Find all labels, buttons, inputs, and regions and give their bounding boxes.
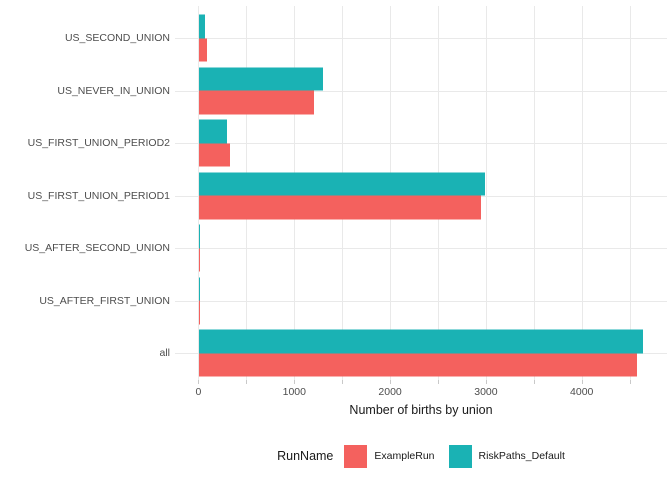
grid-line-vertical: [485, 6, 487, 380]
bar-group-US_AFTER_FIRST_UNION: [175, 274, 667, 327]
grid-line-horizontal: [175, 143, 667, 144]
x-tick-label-4000: 4000: [570, 386, 594, 398]
bar-group-US_FIRST_UNION_PERIOD1: [175, 169, 667, 222]
x-tick-mark: [390, 380, 392, 384]
legend-title: RunName: [277, 449, 334, 463]
x-tick-label-3000: 3000: [474, 386, 498, 398]
bar-ExampleRun-US_AFTER_SECOND_UNION: [198, 248, 200, 272]
y-axis-label-US_AFTER_SECOND_UNION: US_AFTER_SECOND_UNION: [24, 242, 170, 254]
bar-RiskPaths_Default-US_AFTER_SECOND_UNION: [198, 224, 200, 248]
x-tick-mark: [246, 380, 248, 384]
bar-ExampleRun-US_SECOND_UNION: [198, 38, 207, 62]
legend-item-examplerun: ExampleRun: [344, 444, 435, 468]
x-axis-tick-marks: [175, 380, 667, 384]
bar-rows: [175, 12, 667, 380]
x-tick-mark: [438, 380, 439, 384]
x-axis-title: Number of births by union: [349, 403, 493, 417]
bar-RiskPaths_Default-US_FIRST_UNION_PERIOD2: [198, 119, 228, 143]
grid-line-vertical: [533, 6, 535, 380]
bar-ExampleRun-US_NEVER_IN_UNION: [198, 90, 315, 114]
x-tick-label-2000: 2000: [378, 386, 402, 398]
x-tick-mark: [629, 380, 631, 384]
grid-line-vertical: [581, 6, 583, 380]
x-tick-mark: [342, 380, 344, 384]
x-tick-mark: [533, 380, 535, 384]
grid-line-vertical: [629, 6, 631, 380]
bar-group-US_NEVER_IN_UNION: [175, 64, 667, 117]
x-tick-mark: [198, 380, 200, 384]
y-axis-label-US_FIRST_UNION_PERIOD2: US_FIRST_UNION_PERIOD2: [27, 137, 170, 149]
x-tick-mark: [294, 380, 296, 384]
legend: RunName ExampleRun RiskPaths_Default: [175, 441, 667, 471]
bar-group-US_AFTER_SECOND_UNION: [175, 222, 667, 275]
legend-swatch-riskpaths-default-icon: [448, 444, 472, 468]
y-axis-label-US_SECOND_UNION: US_SECOND_UNION: [64, 32, 170, 44]
legend-swatch-examplerun-icon: [344, 444, 368, 468]
y-axis-label-US_NEVER_IN_UNION: US_NEVER_IN_UNION: [57, 84, 170, 97]
bar-group-US_FIRST_UNION_PERIOD2: [175, 117, 667, 170]
bar-RiskPaths_Default-US_NEVER_IN_UNION: [198, 67, 323, 91]
bar-group-all: [175, 327, 667, 380]
x-tick-mark: [485, 380, 487, 384]
legend-item-riskpaths-default: RiskPaths_Default: [448, 444, 565, 468]
bar-RiskPaths_Default-all: [198, 329, 643, 353]
bar-ExampleRun-all: [198, 353, 637, 377]
bar-ExampleRun-US_FIRST_UNION_PERIOD2: [198, 143, 231, 167]
x-tick-label-0: 0: [195, 386, 202, 398]
bar-ExampleRun-US_FIRST_UNION_PERIOD1: [198, 195, 482, 219]
bar-group-US_SECOND_UNION: [175, 12, 667, 65]
legend-label-riskpaths-default: RiskPaths_Default: [478, 450, 565, 462]
bar-RiskPaths_Default-US_FIRST_UNION_PERIOD1: [198, 172, 486, 196]
bar-RiskPaths_Default-US_SECOND_UNION: [198, 14, 206, 38]
y-axis-labels: US_SECOND_UNION US_NEVER_IN_UNION US_FIRST…: [0, 12, 170, 380]
grid-line-horizontal: [175, 248, 667, 249]
bar-ExampleRun-US_AFTER_FIRST_UNION: [198, 300, 200, 324]
grid-line-horizontal: [175, 300, 667, 302]
y-axis-label-US_FIRST_UNION_PERIOD1: US_FIRST_UNION_PERIOD1: [27, 189, 170, 202]
grid-line-horizontal: [175, 90, 667, 92]
y-axis-label-US_AFTER_FIRST_UNION: US_AFTER_FIRST_UNION: [39, 294, 170, 307]
x-axis-tick-labels: 0 1000 2000 3000 4000: [175, 386, 667, 399]
grid-line-horizontal: [175, 38, 667, 39]
bar-RiskPaths_Default-US_AFTER_FIRST_UNION: [198, 277, 200, 301]
y-axis-label-all: all: [159, 347, 170, 359]
legend-label-examplerun: ExampleRun: [374, 450, 435, 462]
x-tick-label-1000: 1000: [282, 386, 306, 398]
x-tick-mark: [581, 380, 583, 384]
plot-panel: [175, 6, 667, 380]
